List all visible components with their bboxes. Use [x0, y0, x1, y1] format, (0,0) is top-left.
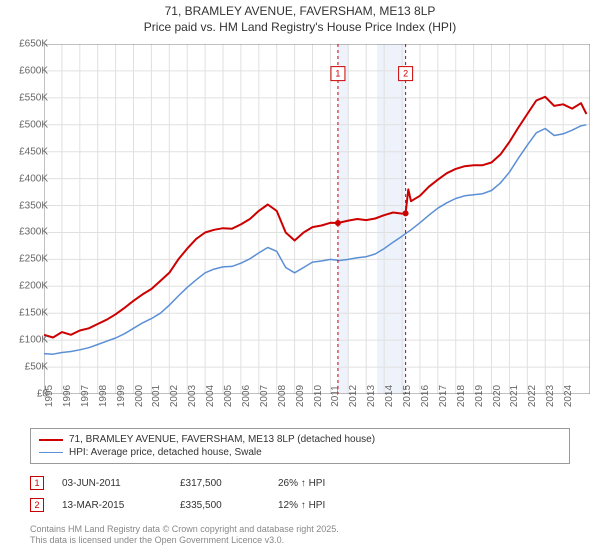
legend-swatch-property	[39, 439, 63, 441]
sale-row-1: 1 03-JUN-2011 £317,500 26% ↑ HPI	[30, 472, 570, 494]
footnote: Contains HM Land Registry data © Crown c…	[30, 524, 339, 547]
legend-item-hpi: HPI: Average price, detached house, Swal…	[39, 446, 561, 459]
sale-delta-1: 26% ↑ HPI	[278, 478, 378, 489]
legend-label-hpi: HPI: Average price, detached house, Swal…	[69, 447, 262, 458]
container: 71, BRAMLEY AVENUE, FAVERSHAM, ME13 8LP …	[0, 0, 600, 560]
sale-marker-1-num: 1	[34, 478, 39, 488]
x-tick-label: 1998	[98, 385, 109, 407]
y-tick-label: £600K	[19, 65, 48, 76]
x-tick-label: 2009	[295, 385, 306, 407]
title: 71, BRAMLEY AVENUE, FAVERSHAM, ME13 8LP …	[0, 0, 600, 35]
sales-table: 1 03-JUN-2011 £317,500 26% ↑ HPI 2 13-MA…	[30, 472, 570, 516]
legend-item-property: 71, BRAMLEY AVENUE, FAVERSHAM, ME13 8LP …	[39, 433, 561, 446]
x-tick-label: 2018	[456, 385, 467, 407]
x-tick-label: 2002	[169, 385, 180, 407]
x-tick-label: 2006	[241, 385, 252, 407]
x-tick-label: 2021	[509, 385, 520, 407]
legend-label-property: 71, BRAMLEY AVENUE, FAVERSHAM, ME13 8LP …	[69, 434, 375, 445]
y-tick-label: £500K	[19, 119, 48, 130]
y-tick-label: £650K	[19, 39, 48, 50]
x-tick-label: 2003	[187, 385, 198, 407]
y-tick-label: £150K	[19, 308, 48, 319]
y-tick-label: £550K	[19, 92, 48, 103]
svg-text:1: 1	[335, 69, 340, 79]
x-tick-label: 2016	[420, 385, 431, 407]
sale-date-2: 13-MAR-2015	[62, 500, 162, 511]
x-tick-label: 2000	[134, 385, 145, 407]
x-tick-label: 2008	[277, 385, 288, 407]
footnote-line1: Contains HM Land Registry data © Crown c…	[30, 524, 339, 535]
x-tick-label: 2005	[223, 385, 234, 407]
x-tick-label: 2015	[402, 385, 413, 407]
x-tick-label: 2020	[492, 385, 503, 407]
sale-date-1: 03-JUN-2011	[62, 478, 162, 489]
sale-marker-2-num: 2	[34, 500, 39, 510]
x-tick-label: 2024	[563, 385, 574, 407]
x-tick-label: 1999	[116, 385, 127, 407]
sale-marker-2: 2	[30, 498, 44, 512]
legend-swatch-hpi	[39, 452, 63, 454]
x-tick-label: 2014	[384, 385, 395, 407]
y-tick-label: £100K	[19, 335, 48, 346]
y-tick-label: £300K	[19, 227, 48, 238]
x-tick-label: 2007	[259, 385, 270, 407]
chart-svg: 12	[44, 44, 590, 394]
y-tick-label: £50K	[25, 362, 48, 373]
y-tick-label: £400K	[19, 173, 48, 184]
x-tick-label: 2011	[330, 385, 341, 407]
x-tick-label: 1996	[62, 385, 73, 407]
title-line1: 71, BRAMLEY AVENUE, FAVERSHAM, ME13 8LP	[0, 4, 600, 20]
chart: 12	[44, 44, 590, 394]
x-tick-label: 2010	[313, 385, 324, 407]
sale-row-2: 2 13-MAR-2015 £335,500 12% ↑ HPI	[30, 494, 570, 516]
legend: 71, BRAMLEY AVENUE, FAVERSHAM, ME13 8LP …	[30, 428, 570, 464]
x-tick-label: 2012	[348, 385, 359, 407]
sale-price-1: £317,500	[180, 478, 260, 489]
x-tick-label: 2017	[438, 385, 449, 407]
x-tick-label: 2022	[527, 385, 538, 407]
svg-text:2: 2	[403, 69, 408, 79]
footnote-line2: This data is licensed under the Open Gov…	[30, 535, 339, 546]
x-tick-label: 2019	[474, 385, 485, 407]
x-tick-label: 2004	[205, 385, 216, 407]
y-tick-label: £450K	[19, 146, 48, 157]
x-tick-label: 2013	[366, 385, 377, 407]
y-tick-label: £250K	[19, 254, 48, 265]
x-tick-label: 1997	[80, 385, 91, 407]
x-tick-label: 2023	[545, 385, 556, 407]
x-tick-label: 1995	[44, 385, 55, 407]
title-line2: Price paid vs. HM Land Registry's House …	[0, 20, 600, 36]
sale-marker-1: 1	[30, 476, 44, 490]
x-tick-label: 2001	[151, 385, 162, 407]
sale-price-2: £335,500	[180, 500, 260, 511]
sale-delta-2: 12% ↑ HPI	[278, 500, 378, 511]
y-tick-label: £200K	[19, 281, 48, 292]
y-tick-label: £350K	[19, 200, 48, 211]
